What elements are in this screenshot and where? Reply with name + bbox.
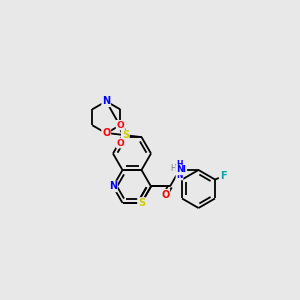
Text: O: O [161, 190, 170, 200]
Text: O: O [116, 139, 124, 148]
Text: NH: NH [172, 166, 186, 175]
Text: S: S [138, 198, 145, 208]
Text: N: N [176, 166, 183, 175]
Text: H: H [171, 164, 176, 173]
Text: F: F [220, 172, 226, 182]
Text: S: S [122, 130, 129, 140]
Text: O: O [102, 128, 110, 138]
Text: N: N [102, 96, 110, 106]
Text: O: O [116, 121, 124, 130]
Text: N: N [109, 182, 117, 191]
Text: H
N: H N [176, 160, 183, 180]
